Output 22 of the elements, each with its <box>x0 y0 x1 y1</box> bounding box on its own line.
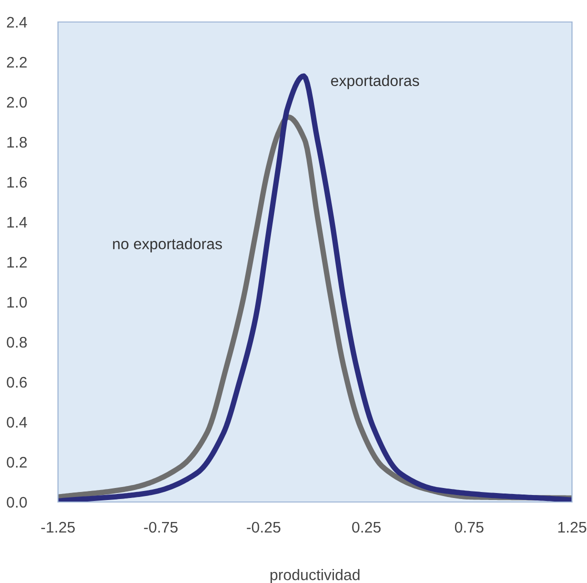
y-tick-label: 2.2 <box>6 56 27 68</box>
x-tick-label: 0.75 <box>454 522 484 533</box>
y-tick-label: 1.6 <box>7 176 27 188</box>
x-tick-label: -1.25 <box>41 522 75 533</box>
y-tick-label: 2.0 <box>6 96 27 108</box>
x-tick-label: -0.25 <box>246 522 280 533</box>
y-tick-label: 1.0 <box>7 296 27 308</box>
y-tick-label: 2.4 <box>6 16 27 28</box>
x-tick-label: -0.75 <box>144 522 178 533</box>
y-tick-label: 1.2 <box>7 256 27 268</box>
x-axis-title: productividad <box>270 569 360 583</box>
y-tick-label: 1.8 <box>7 136 27 148</box>
series-label: no exportadoras <box>113 238 222 252</box>
x-tick-label: 1.25 <box>558 522 586 533</box>
y-tick-label: 0.0 <box>6 496 27 508</box>
x-tick-label: 0.25 <box>352 522 381 533</box>
y-tick-label: 0.4 <box>6 416 27 428</box>
y-tick-label: 0.2 <box>6 456 27 468</box>
y-tick-label: 0.6 <box>6 376 27 388</box>
y-tick-label: 1.4 <box>7 217 27 228</box>
y-tick-label: 0.8 <box>6 336 27 348</box>
series-label: exportadoras <box>331 74 420 90</box>
